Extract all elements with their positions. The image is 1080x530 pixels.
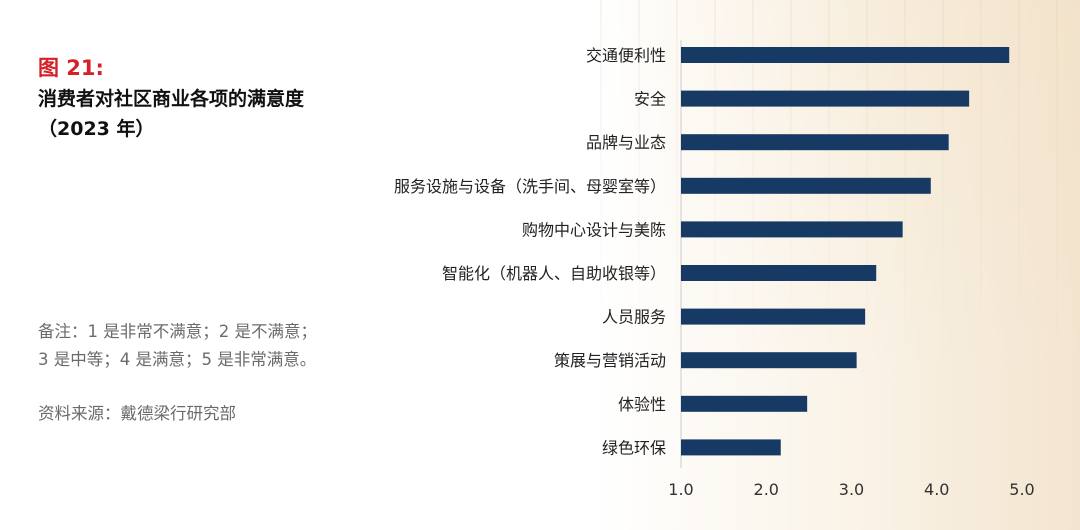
category-label: 购物中心设计与美陈 [522,220,666,239]
x-tick-label: 3.0 [839,480,864,499]
category-label: 安全 [634,90,666,109]
x-tick-label: 2.0 [754,480,779,499]
bar [681,308,866,325]
category-label: 绿色环保 [602,438,666,457]
bar [681,177,931,194]
category-label: 交通便利性 [586,46,666,65]
bar [681,134,949,151]
chart-note-line2: 3 是中等；4 是满意；5 是非常满意。 [38,350,317,369]
bar [681,221,903,238]
x-tick-label: 1.0 [668,480,693,499]
chart-source: 资料来源：戴德梁行研究部 [38,404,236,423]
bar [681,90,970,107]
category-label: 体验性 [618,395,666,414]
bar [681,47,1010,63]
bar [681,395,808,412]
bar [681,439,781,456]
x-tick-label: 5.0 [1009,480,1034,499]
category-label: 智能化（机器人、自助收银等） [442,264,666,283]
chart-note: 备注：1 是非常不满意；2 是不满意； 3 是中等；4 是满意；5 是非常满意。 [38,318,378,374]
bar [681,265,877,281]
figure-title: 消费者对社区商业各项的满意度 （2023 年） [38,84,378,144]
category-label: 策展与营销活动 [554,351,666,370]
category-label: 人员服务 [602,308,666,327]
figure-title-line2: （2023 年） [38,118,155,140]
category-label: 服务设施与设备（洗手间、母婴室等） [394,177,666,196]
figure-title-line1: 消费者对社区商业各项的满意度 [38,88,305,110]
chart-note-line1: 备注：1 是非常不满意；2 是不满意； [38,322,317,341]
bar [681,352,857,369]
x-tick-label: 4.0 [924,480,949,499]
category-label: 品牌与业态 [586,133,666,152]
figure-label: 图 21: [38,56,104,80]
